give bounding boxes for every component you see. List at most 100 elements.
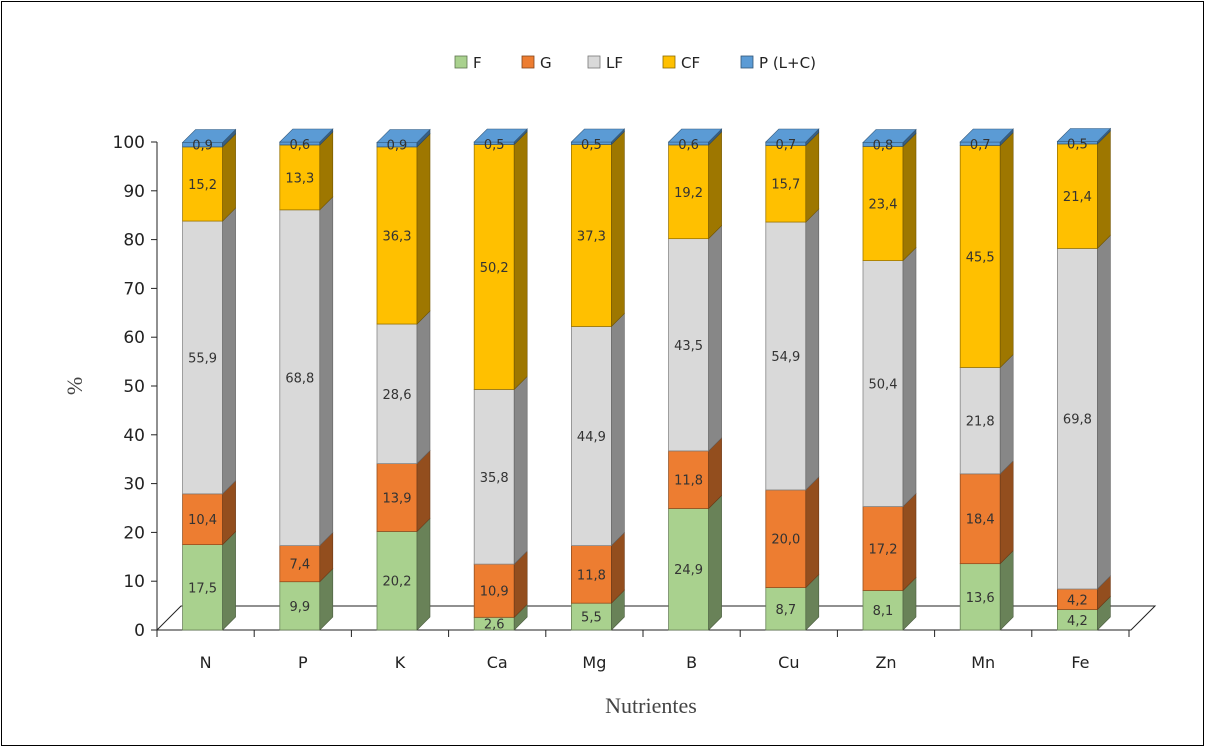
bar-segment-side [902,492,917,592]
data-label: 7,4 [289,558,310,573]
x-tick-label: Mg [582,653,606,672]
bar-segment [376,323,418,464]
x-tick-label: Cu [778,653,799,672]
bar-segment [668,238,709,452]
legend-label: CF [681,54,700,72]
bar-segment [765,489,807,588]
data-label: 44,9 [577,430,606,445]
bar-segment [862,145,904,261]
bar-stack: 17,5 10,4 55,9 15,2 0,9 [181,128,237,631]
bar-stack: 5,5 11,8 44,9 37,3 0,5 [570,128,626,631]
legend-label: F [473,54,482,72]
bar-segment [571,602,612,631]
bar-segment [182,493,224,545]
data-label: 20,0 [771,533,800,548]
data-label: 36,3 [383,229,412,244]
data-label: 17,2 [869,543,898,558]
bar-top [862,129,917,143]
legend-item: CF [662,54,700,72]
y-tick-label: 60 [123,328,145,348]
bar-segment-side [416,133,431,325]
bar-segment [376,531,418,631]
bar-segment-side [513,130,528,391]
data-label: 2,6 [484,618,505,633]
bar-top [667,128,723,143]
data-label: 0,5 [484,138,505,153]
bar-top [279,128,334,143]
x-tick-label: K [395,653,406,672]
data-label: 15,7 [771,178,800,193]
bar-segment-side [222,133,236,222]
legend-label: G [540,54,552,72]
bar-top [570,128,626,143]
bar-segment-side [999,460,1014,565]
data-label: 68,8 [285,372,314,387]
data-label: 13,9 [383,492,412,507]
bar-segment-side [708,494,722,631]
bar-segment-side [999,131,1014,369]
bar-segment-side [222,530,236,631]
legend-swatch [454,55,468,69]
bar-segment-side [416,310,431,465]
x-axis-title: Nutrientes [605,693,697,718]
bar-segment [376,146,418,325]
y-tick-label: 20 [123,523,145,543]
data-label: 28,6 [383,388,412,403]
data-label: 0,5 [1067,138,1088,153]
bar-segment-side [805,208,820,491]
bar-segment-side [513,375,528,565]
bar-top [376,129,431,143]
data-label: 11,8 [577,568,606,583]
bar-segment [376,463,418,532]
y-tick-label: 0 [134,621,145,641]
bar-segment-side [902,246,917,508]
bar-segment-side [1097,130,1111,250]
data-label: 15,2 [188,178,217,193]
data-label: 4,2 [1067,614,1088,629]
bar-segment-side [805,476,820,589]
legend-item: G [521,54,552,72]
data-label: 0,9 [387,138,408,153]
data-label: 37,3 [577,229,606,244]
bar-stack: 8,7 20,0 54,9 15,7 0,7 [765,128,820,631]
bar-segment-side [222,207,236,495]
bar-segment-side [611,130,625,328]
data-label: 43,5 [674,339,703,354]
bar-segment [1057,143,1098,249]
bar-segment-side [416,449,431,533]
data-label: 9,9 [289,600,310,615]
data-label: 45,5 [966,250,995,265]
data-label: 55,9 [188,351,217,366]
bar-top [959,128,1014,143]
legend-swatch [587,55,601,69]
bar-segment [473,144,515,390]
data-label: 0,6 [678,138,699,153]
data-label: 50,2 [480,261,509,276]
bar-top [473,128,528,143]
bar-segment-side [902,132,917,262]
bar-stack: 4,2 4,2 69,8 21,4 0,5 [1056,127,1112,631]
bar-segment-side [999,353,1014,475]
bar-segment [571,326,612,546]
bar-stack: 2,6 10,9 35,8 50,2 0,5 [473,128,528,633]
bar-segment [668,144,709,240]
data-label: 8,7 [775,603,796,618]
legend-item: F [454,54,482,72]
data-label: 54,9 [771,350,800,365]
bar-segment-side [319,131,334,211]
bar-stack: 8,1 17,2 50,4 23,4 0,8 [862,128,917,631]
data-label: 35,8 [480,471,509,486]
bar-segment-side [611,312,625,547]
data-label: 0,8 [873,138,894,153]
bar-segment [765,587,807,631]
bar-top [1056,128,1112,142]
bar-top [181,129,237,143]
bar-stack: 20,2 13,9 28,6 36,3 0,9 [376,128,431,631]
bar-segment [668,508,709,631]
data-label: 10,9 [480,585,509,600]
bar-segment-side [319,196,334,547]
data-label: 0,9 [192,138,213,153]
bar-segment-side [1097,234,1111,590]
bar-segment [182,220,224,495]
bar-top [765,128,820,143]
